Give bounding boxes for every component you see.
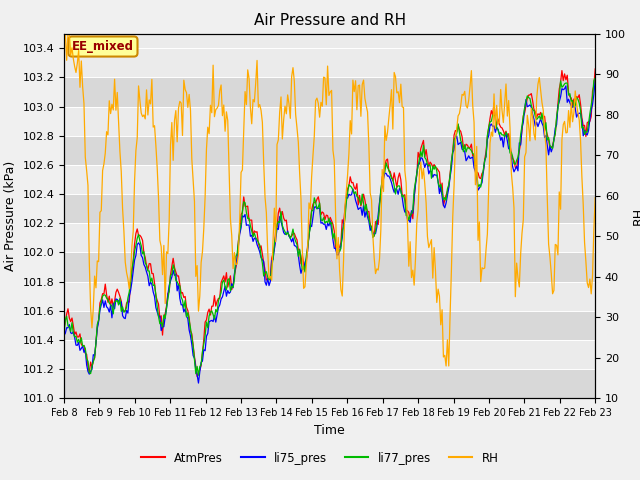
Title: Air Pressure and RH: Air Pressure and RH — [253, 13, 406, 28]
Bar — [64, 77, 595, 107]
Bar — [64, 340, 595, 369]
Y-axis label: RH: RH — [632, 207, 640, 225]
Bar — [64, 311, 595, 340]
Bar — [64, 107, 595, 136]
Bar — [64, 165, 595, 194]
Text: EE_mixed: EE_mixed — [72, 40, 134, 53]
Bar — [64, 223, 595, 252]
Bar — [64, 136, 595, 165]
Y-axis label: Air Pressure (kPa): Air Pressure (kPa) — [4, 161, 17, 271]
Bar — [64, 48, 595, 77]
Bar — [64, 282, 595, 311]
Bar — [64, 194, 595, 223]
Legend: AtmPres, li75_pres, li77_pres, RH: AtmPres, li75_pres, li77_pres, RH — [136, 447, 504, 469]
X-axis label: Time: Time — [314, 424, 345, 437]
Bar — [64, 252, 595, 282]
Bar — [64, 369, 595, 398]
